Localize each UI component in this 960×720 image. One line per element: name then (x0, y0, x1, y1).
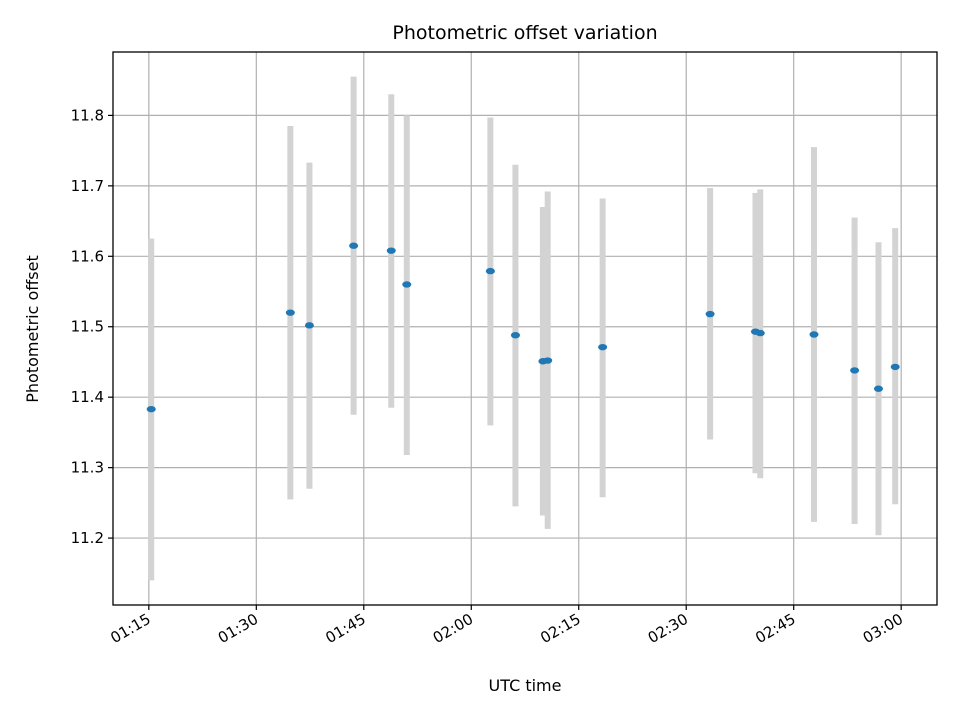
x-axis-label: UTC time (489, 676, 562, 695)
data-point (485, 267, 495, 275)
y-tick-label: 11.8 (71, 106, 104, 124)
y-axis-label: Photometric offset (23, 255, 42, 403)
y-tick-label: 11.5 (71, 318, 104, 336)
data-point (402, 281, 412, 288)
data-point (705, 310, 715, 318)
data-points (146, 242, 900, 413)
data-point (873, 385, 883, 392)
data-point (146, 405, 156, 413)
data-point (386, 247, 396, 254)
data-point (510, 331, 520, 339)
plot-frame (112, 51, 938, 606)
data-point (285, 309, 295, 316)
y-tick-label: 11.7 (71, 177, 104, 195)
y-tick-label: 11.4 (71, 388, 104, 406)
data-point (755, 329, 765, 337)
y-tick-label: 11.6 (71, 247, 104, 265)
data-point (890, 363, 900, 371)
data-point (304, 322, 314, 329)
y-tick-label: 11.2 (71, 529, 104, 547)
data-point (850, 367, 860, 374)
data-point (598, 343, 608, 351)
data-point (809, 331, 819, 338)
data-point (543, 357, 553, 364)
grid (113, 52, 937, 605)
data-point (349, 242, 359, 249)
chart-title: Photometric offset variation (392, 22, 657, 44)
y-tick-label: 11.3 (71, 459, 104, 477)
